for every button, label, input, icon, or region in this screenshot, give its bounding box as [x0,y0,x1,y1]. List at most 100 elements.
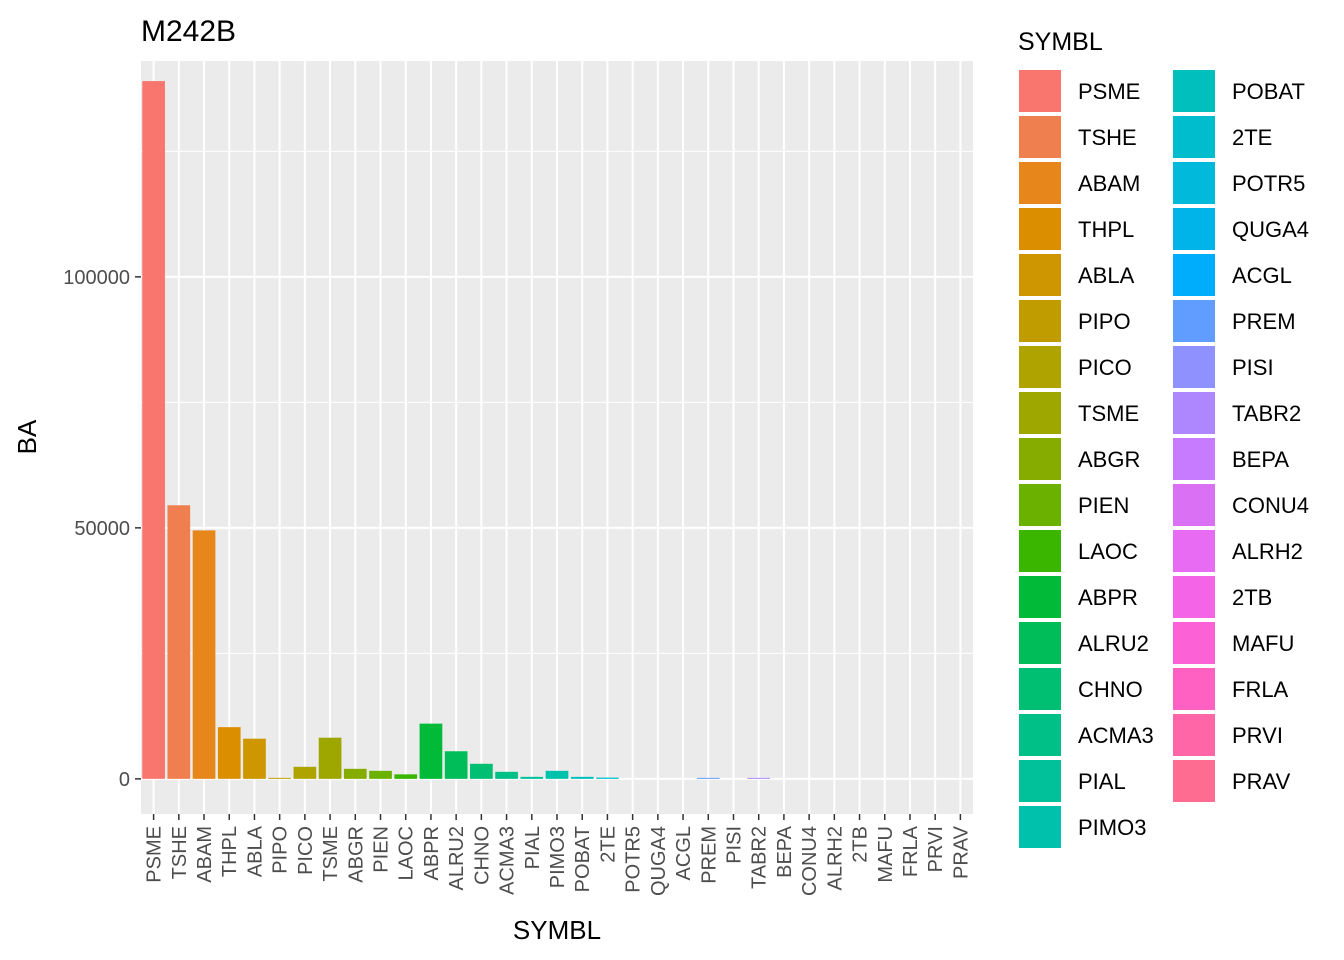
bar-TSHE [167,505,191,779]
bar-ACMA3 [495,771,518,779]
x-tick-label: ACGL [673,826,695,880]
legend-key-2TB [1171,574,1217,620]
bar-PIPO [268,777,292,779]
x-axis-ticks: PSME TSHE ABAM THPL ABLA PIPO PICO TSME ABGR PIEN… [144,814,972,896]
legend-label: PRAV [1232,769,1291,794]
x-tick-label: CHNO [471,826,493,885]
legend-label: 2TB [1232,585,1272,610]
bar-LAOC [394,774,418,779]
bar-ABPR [419,723,443,779]
legend-label: PISI [1232,355,1274,380]
legend-key-CHNO [1017,666,1063,712]
x-tick-label: POBAT [572,826,594,892]
x-tick-label: THPL [219,826,241,877]
x-tick-label: QUGA4 [648,826,670,896]
legend-key-ALRH2 [1171,528,1217,574]
bar-2TE [596,777,619,779]
legend-key-PIPO [1017,298,1063,344]
x-tick-label: PRVI [925,826,947,872]
legend-key-ALRU2 [1017,620,1063,666]
legend-label: PSME [1078,79,1140,104]
legend-label: CHNO [1078,677,1143,702]
x-axis-title: SYMBL [513,915,601,945]
legend-key-MAFU [1171,620,1217,666]
x-tick-label: 2TB [850,826,872,863]
legend-label: ABGR [1078,447,1140,472]
bar-THPL [217,727,241,779]
bar-TSME [318,737,342,779]
legend-label: 2TE [1232,125,1272,150]
legend-label: TABR2 [1232,401,1301,426]
legend-key-PICO [1017,344,1063,390]
legend-label: ACMA3 [1078,723,1154,748]
legend-label: PRVI [1232,723,1283,748]
legend-label: THPL [1078,217,1134,242]
x-tick-label: LAOC [396,826,418,880]
legend-key-PISI [1171,344,1217,390]
x-tick-label: BEPA [774,825,796,878]
legend-key-ACGL [1171,252,1217,298]
legend-label: FRLA [1232,677,1289,702]
gridlines [141,61,973,814]
x-tick-label: ABLA [244,825,266,877]
legend-label: PIPO [1078,309,1131,334]
legend-key-TABR2 [1171,390,1217,436]
x-tick-label: TABR2 [749,826,771,889]
legend-label: PIMO3 [1078,815,1146,840]
legend-key-CONU4 [1171,482,1217,528]
legend-key-2TE [1171,114,1217,160]
legend-label: ABAM [1078,171,1140,196]
bar-PICO [293,766,317,779]
x-tick-label: CONU4 [799,826,821,896]
legend-key-ABLA [1017,252,1063,298]
x-tick-label: ALRH2 [824,826,846,890]
legend-key-PRVI [1171,712,1217,758]
legend: SYMBL PSME TSHE ABAM THPL ABLA PIPO PICO TSME AB… [1017,28,1309,850]
bar-PREM [696,777,720,779]
bar-CHNO [470,763,493,779]
y-tick-label: 50000 [74,518,130,540]
legend-key-ACMA3 [1017,712,1063,758]
legend-key-BEPA [1171,436,1217,482]
bar-ALRU2 [444,751,468,779]
legend-key-QUGA4 [1171,206,1217,252]
chart-title: M242B [141,15,236,48]
legend-label: ABLA [1078,263,1135,288]
x-tick-label: ACMA3 [497,826,519,895]
legend-label: ABPR [1078,585,1138,610]
legend-key-PSME [1017,68,1063,114]
bar-ABAM [192,530,216,779]
x-tick-label: ABGR [345,826,367,883]
bar-ABGR [343,768,367,779]
legend-label: TSME [1078,401,1139,426]
legend-label: ALRH2 [1232,539,1303,564]
legend-key-POTR5 [1171,160,1217,206]
legend-label: POTR5 [1232,171,1305,196]
legend-label: ACGL [1232,263,1292,288]
x-tick-label: PICO [295,826,317,875]
bar-PIAL [520,776,544,779]
x-tick-label: PIEN [371,826,393,873]
legend-key-PREM [1171,298,1217,344]
legend-key-POBAT [1171,68,1217,114]
x-tick-label: PISI [723,826,745,864]
x-tick-label: PREM [698,826,720,884]
x-tick-label: MAFU [875,826,897,883]
legend-key-PRAV [1171,758,1217,804]
legend-label: CONU4 [1232,493,1309,518]
bar-PSME [142,81,165,779]
bar-PIEN [369,770,392,779]
legend-key-ABAM [1017,160,1063,206]
legend-key-TSHE [1017,114,1063,160]
legend-key-LAOC [1017,528,1063,574]
x-tick-label: 2TE [597,826,619,863]
legend-label: ALRU2 [1078,631,1149,656]
x-tick-label: PSME [144,826,166,883]
x-tick-label: FRLA [900,825,922,877]
bars [142,81,771,779]
x-tick-label: POTR5 [623,826,645,893]
legend-key-PIEN [1017,482,1063,528]
legend-key-PIAL [1017,758,1063,804]
x-tick-label: TSME [320,826,342,882]
